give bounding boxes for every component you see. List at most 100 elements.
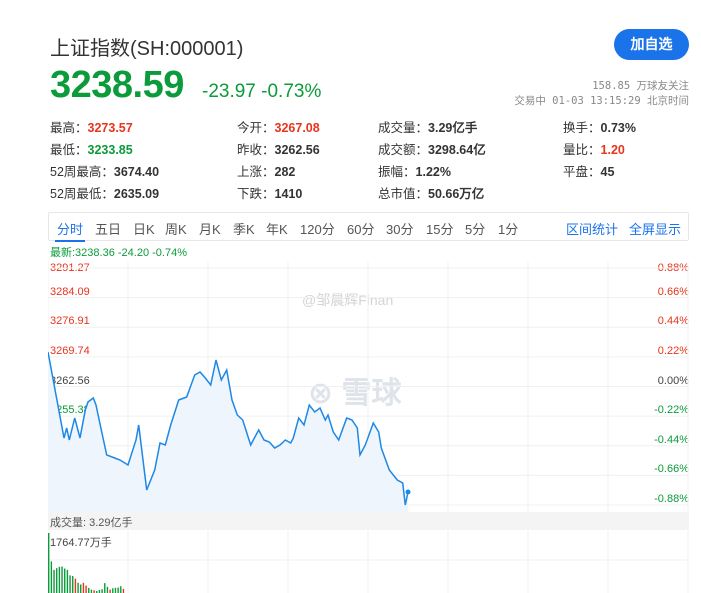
stat-item: 下跌：1410: [237, 183, 302, 202]
stat-item: 最低：3233.85: [50, 139, 133, 158]
volume-bar: [56, 568, 58, 593]
stat-label: 成交量：: [378, 121, 429, 135]
percent-tick-label: -0.88%: [654, 493, 689, 505]
range-stats-link[interactable]: 区间统计: [566, 222, 619, 237]
followers-count: 158.85 万球友关注: [592, 80, 689, 92]
volume-bar: [112, 588, 114, 593]
stat-label: 52周最低：: [50, 187, 114, 201]
latest-quote: 最新:3238.36 -24.20 -0.74%: [50, 247, 187, 259]
change-percent: -0.73%: [261, 81, 322, 102]
stat-label: 换手：: [563, 121, 601, 135]
stat-item: 昨收：3262.56: [237, 139, 320, 158]
volume-bar: [114, 587, 117, 593]
percent-tick-label: -0.22%: [654, 404, 689, 417]
tab-2[interactable]: 日K: [133, 222, 155, 237]
percent-tick-label: -0.66%: [654, 463, 689, 476]
volume-bar: [74, 578, 77, 593]
stat-value: 1.22%: [415, 165, 451, 179]
volume-label: 成交量: 3.29亿手: [50, 517, 133, 529]
volume-bar: [98, 589, 101, 593]
volume-bar: [90, 589, 93, 593]
period-tabs: 分时 五日 日K 周K 月K 季K 年K 120分 60分 30分 15分 5分 1分 区间统计 全屏显示: [48, 212, 689, 242]
stat-item: 最高：3273.57: [50, 117, 133, 136]
stat-item: 成交量：3.29亿手: [378, 117, 477, 136]
stat-label: 成交额：: [378, 143, 429, 157]
stat-item: 总市值：50.66万亿: [378, 183, 484, 202]
xueqiu-logo-watermark: ⊗ 雪球: [308, 377, 402, 410]
volume-bar: [85, 585, 87, 593]
volume-bar: [120, 586, 122, 593]
add-to-watchlist-button[interactable]: 加自选: [614, 29, 689, 60]
tab-4[interactable]: 月K: [199, 222, 221, 237]
volume-bar: [80, 584, 82, 593]
volume-bar: [50, 561, 53, 593]
volume-bar: [88, 587, 90, 593]
stat-label: 量比：: [563, 143, 601, 157]
tab-12[interactable]: 1分: [498, 222, 519, 237]
tab-0[interactable]: 分时: [54, 219, 86, 242]
last-price-dot: [405, 489, 411, 495]
price-area: [48, 352, 408, 512]
tab-6[interactable]: 年K: [266, 222, 288, 237]
stat-value: 2635.09: [113, 187, 160, 201]
fullscreen-link[interactable]: 全屏显示: [629, 222, 682, 237]
stat-label: 最低：: [50, 143, 88, 157]
stat-value: 1410: [274, 187, 303, 201]
stat-label: 下跌：: [237, 187, 275, 201]
stat-item: 今开：3267.08: [237, 117, 320, 136]
volume-bar: [82, 582, 85, 593]
percent-tick-label: 0.66%: [657, 285, 689, 298]
stat-value: 3.29亿手: [428, 121, 478, 135]
stat-item: 52周最低：2635.09: [50, 183, 159, 202]
volume-bar: [77, 582, 79, 593]
price-tick-label: 3276.91: [50, 315, 90, 328]
percent-tick-label: 0.44%: [657, 315, 689, 328]
volume-bar: [48, 533, 50, 593]
volume-bar: [109, 589, 111, 593]
stat-value: 1.20: [600, 143, 625, 157]
stat-label: 最高：: [50, 121, 88, 135]
stat-value: 3262.56: [274, 143, 320, 157]
volume-bar: [93, 590, 95, 593]
stat-item: 平盘：45: [563, 161, 614, 180]
stat-value: 45: [600, 165, 615, 179]
weibo-watermark: @邹晨辉Finan: [302, 292, 394, 308]
percent-tick-label: 0.00%: [657, 374, 689, 387]
tab-7[interactable]: 120分: [300, 222, 335, 237]
stat-value: 3298.64亿: [428, 143, 486, 157]
stat-item: 上涨：282: [237, 161, 295, 180]
stat-value: 3674.40: [113, 165, 160, 179]
volume-bar: [96, 590, 98, 593]
tab-11[interactable]: 5分: [465, 222, 486, 237]
intraday-chart[interactable]: [48, 262, 689, 512]
tab-10[interactable]: 15分: [426, 222, 454, 237]
stat-label: 上涨：: [237, 165, 275, 179]
change-value: -23.97: [202, 81, 256, 102]
stat-value: 50.66万亿: [428, 187, 485, 201]
volume-bar: [66, 569, 69, 593]
price-line: [48, 351, 409, 506]
stat-item: 成交额：3298.64亿: [378, 139, 486, 158]
stat-item: 振幅：1.22%: [378, 161, 451, 180]
stat-item: 换手：0.73%: [563, 117, 636, 136]
volume-bar: [61, 566, 63, 593]
volume-bar: [117, 587, 119, 593]
percent-tick-label: 0.22%: [657, 344, 689, 357]
volume-bar: [104, 583, 106, 593]
volume-header: [48, 512, 689, 530]
price-change: -23.97 -0.73%: [202, 81, 321, 103]
tab-5[interactable]: 季K: [233, 222, 255, 237]
stat-item: 量比：1.20: [563, 139, 625, 158]
volume-max-label: 1764.77万手: [50, 537, 112, 549]
stat-item: 52周最高：3674.40: [50, 161, 159, 180]
trading-status: 交易中 01-03 13:15:29 北京时间: [514, 95, 689, 107]
tab-9[interactable]: 30分: [386, 222, 414, 237]
volume-bar: [69, 575, 71, 593]
tab-1[interactable]: 五日: [95, 222, 122, 237]
stat-label: 振幅：: [378, 165, 416, 179]
volume-bar: [64, 568, 66, 593]
logo-text: 雪球: [341, 377, 402, 410]
page-title: 上证指数(SH:000001): [50, 38, 244, 60]
tab-8[interactable]: 60分: [347, 222, 375, 237]
tab-3[interactable]: 周K: [165, 222, 187, 237]
